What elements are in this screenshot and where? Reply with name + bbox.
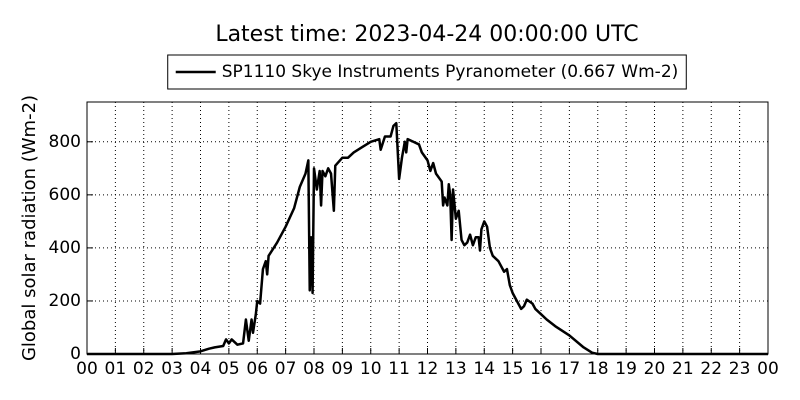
y-tick-label: 200 — [49, 291, 81, 311]
x-tick-label: 22 — [700, 359, 722, 379]
plot-frame — [86, 101, 769, 355]
y-axis-label: Global solar radiation (Wm-2) — [19, 95, 40, 361]
x-tick-label: 07 — [275, 359, 297, 379]
y-tick-label: 400 — [49, 238, 81, 258]
y-tick-label: 0 — [70, 344, 81, 364]
x-tick-label: 12 — [417, 359, 439, 379]
x-tick-label: 20 — [644, 359, 666, 379]
x-tick-label: 17 — [559, 359, 581, 379]
x-tick-label: 08 — [303, 359, 325, 379]
y-tick-label: 600 — [49, 185, 81, 205]
x-tick-label: 01 — [105, 359, 127, 379]
x-tick-label: 05 — [218, 359, 240, 379]
x-tick-label: 00 — [757, 359, 779, 379]
x-tick-label: 11 — [388, 359, 410, 379]
legend-label: SP1110 Skye Instruments Pyranometer (0.6… — [222, 62, 679, 82]
x-tick-label: 02 — [133, 359, 155, 379]
y-tick-label: 800 — [49, 132, 81, 152]
x-tick-label: 18 — [587, 359, 609, 379]
chart-title: Latest time: 2023-04-24 00:00:00 UTC — [215, 22, 638, 47]
x-tick-label: 13 — [445, 359, 467, 379]
x-tick-label: 19 — [615, 359, 637, 379]
series-line — [87, 121, 768, 356]
x-tick-label: 04 — [190, 359, 212, 379]
x-tick-label: 14 — [473, 359, 495, 379]
x-tick-label: 00 — [76, 359, 98, 379]
legend-box — [167, 54, 687, 90]
x-tick-label: 09 — [332, 359, 354, 379]
x-tick-label: 03 — [161, 359, 183, 379]
x-tick-label: 21 — [672, 359, 694, 379]
x-tick-label: 10 — [360, 359, 382, 379]
x-tick-label: 16 — [530, 359, 552, 379]
x-tick-label: 15 — [502, 359, 524, 379]
x-tick-label: 23 — [729, 359, 751, 379]
x-tick-label: 06 — [246, 359, 268, 379]
